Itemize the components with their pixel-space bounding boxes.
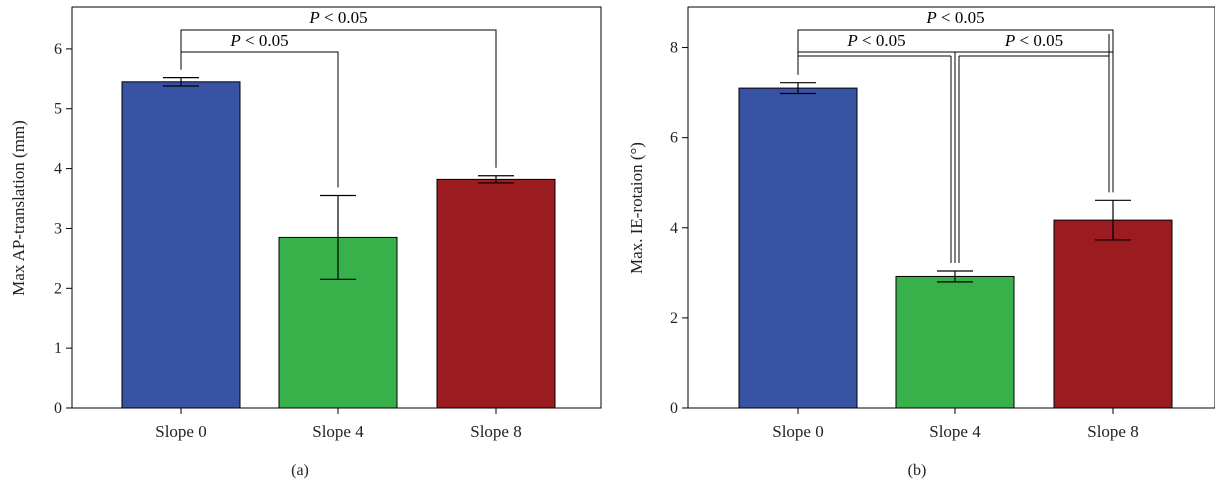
panel-a-bracket-line: [180, 29, 497, 168]
panel-a-ytick-label: 2: [54, 280, 62, 297]
panel-b-bar: [1053, 219, 1173, 409]
panel-b-bar: [895, 275, 1015, 409]
panel-b-significance-p: P: [1004, 31, 1015, 50]
panel-a-error-bar: [320, 194, 356, 280]
panel-a-significance-p: P: [229, 31, 240, 50]
panel-b-label: (b): [908, 462, 927, 479]
panel-a-category-label: Slope 4: [312, 422, 364, 441]
panel-b-significance-label: P < 0.05: [846, 31, 905, 50]
panel-b-ytick-label: 4: [670, 220, 678, 237]
panel-a-significance-p: P: [308, 8, 319, 27]
panel-b-significance-label: P < 0.05: [1004, 31, 1063, 50]
panel-a-label: (a): [291, 462, 309, 479]
panel-b-significance-p: P: [925, 8, 936, 27]
panel-a-ytick-label: 6: [54, 41, 62, 58]
panel-b-category-label: Slope 0: [772, 422, 823, 441]
panel-a-category-label: Slope 0: [155, 422, 206, 441]
panel-b-significance-threshold: < 0.05: [937, 8, 985, 27]
panel-a-significance-bracket: P < 0.05: [180, 8, 497, 168]
panel-b-significance-bracket: P < 0.05: [797, 8, 1114, 193]
panel-a-error-bar: [163, 77, 199, 87]
panel-b-significance-threshold: < 0.05: [858, 31, 906, 50]
panel-a-ytick-label: 4: [54, 161, 62, 178]
panel-a-ytick-label: 3: [54, 220, 62, 237]
panel-b-bar: [738, 87, 858, 409]
panel-b-chart: Max. IE-rotaion (°) (b) 0 2 4 6 8 Slope 0 Slop…: [627, 6, 1215, 479]
panel-a-ytick-label: 1: [54, 340, 62, 357]
panel-a-significance-threshold: < 0.05: [241, 31, 289, 50]
panel-b-bracket-line: [797, 29, 1114, 193]
panel-a-significance-label: P < 0.05: [308, 8, 367, 27]
panel-b-error-bar: [937, 270, 973, 283]
panel-b-ytick-label: 8: [670, 40, 678, 57]
panel-b-significance-p: P: [846, 31, 857, 50]
panel-a-ytick-label: 0: [54, 400, 62, 417]
panel-b-significance-threshold: < 0.05: [1015, 31, 1063, 50]
panel-a-bar: [436, 178, 556, 409]
panel-a-ytick-label: 5: [54, 101, 62, 118]
panel-b-significance-label: P < 0.05: [925, 8, 984, 27]
panel-a-category-label: Slope 8: [470, 422, 521, 441]
panel-b-category-label: Slope 8: [1087, 422, 1138, 441]
panel-a-error-bar: [478, 175, 514, 184]
panel-a-significance-label: P < 0.05: [229, 31, 288, 50]
panel-b-ytick-label: 2: [670, 310, 678, 327]
panel-b-ytick-label: 0: [670, 400, 678, 417]
panel-a-bar: [121, 81, 241, 409]
panel-a-chart: Max AP-translation (mm) (a) 0 1 2 3 4 5 6 Slope…: [9, 6, 602, 479]
panel-b-ylabel: Max. IE-rotaion (°): [627, 142, 646, 274]
panel-a-ylabel: Max AP-translation (mm): [9, 120, 28, 296]
panel-b-error-bar: [780, 82, 816, 95]
panel-b-ytick-label: 6: [670, 130, 678, 147]
panel-b-error-bar: [1095, 199, 1131, 241]
panel-a-significance-threshold: < 0.05: [320, 8, 368, 27]
panel-b-category-label: Slope 4: [929, 422, 981, 441]
